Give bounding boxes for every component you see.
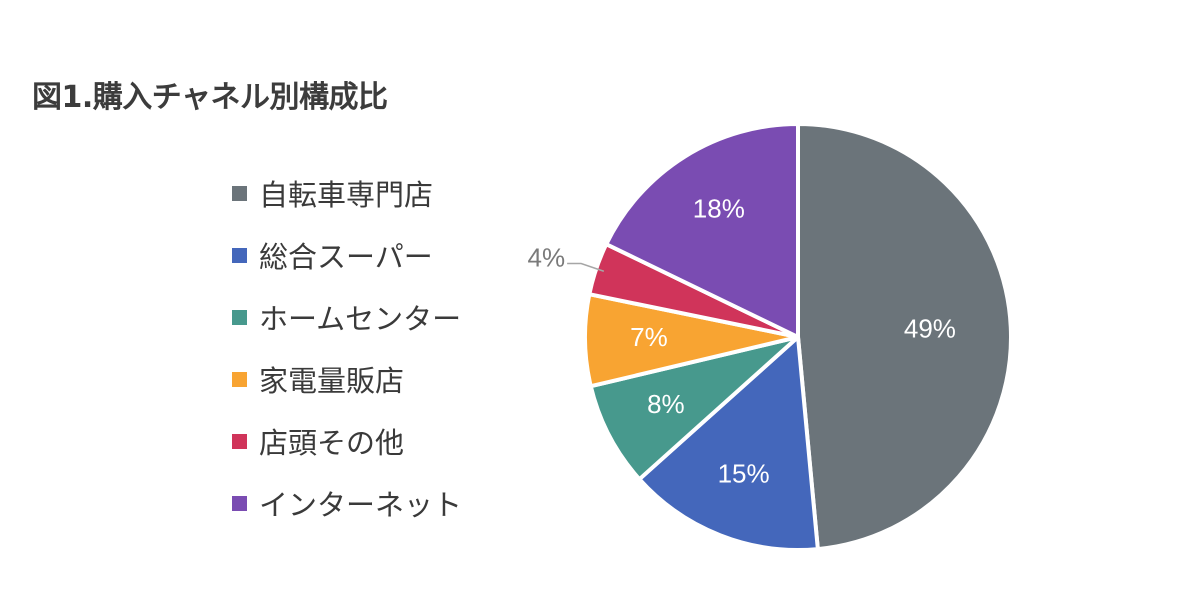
slice-data-label: 18% — [693, 194, 745, 224]
legend: 自転車専門店 総合スーパー ホームセンター 家電量販店 店頭その他 インターネッ… — [232, 162, 462, 534]
legend-label: 自転車専門店 — [259, 178, 434, 212]
legend-label: 総合スーパー — [259, 240, 433, 274]
legend-label: インターネット — [259, 488, 463, 522]
legend-swatch — [232, 371, 247, 387]
chart-title: 図1.購入チャネル別構成比 — [32, 80, 388, 115]
pie-slice — [588, 335, 800, 482]
slice-data-label: 49% — [904, 314, 956, 344]
legend-item-bicycle-shop: 自転車専門店 — [232, 162, 462, 224]
legend-label: 家電量販店 — [259, 364, 405, 398]
legend-swatch — [232, 247, 247, 263]
legend-item-electronics-store: 家電量販店 — [232, 348, 462, 410]
legend-item-supermarket: 総合スーパー — [232, 224, 462, 286]
slice-data-label: 7% — [630, 322, 668, 352]
legend-swatch — [232, 309, 247, 325]
legend-label: ホームセンター — [259, 302, 462, 336]
legend-item-store-other: 店頭その他 — [232, 410, 462, 472]
pie-slice — [637, 335, 820, 552]
slice-data-label: 15% — [718, 459, 770, 489]
slice-data-label: 8% — [647, 389, 685, 419]
slice-data-label: 4% — [528, 242, 566, 272]
legend-item-internet: インターネット — [232, 472, 462, 534]
legend-label: 店頭その他 — [259, 426, 405, 460]
legend-swatch — [232, 495, 247, 511]
legend-swatch — [232, 185, 247, 201]
legend-item-home-center: ホームセンター — [232, 286, 462, 348]
pie-slice — [604, 122, 800, 339]
pie-slice — [796, 122, 1013, 552]
leader-line — [567, 262, 605, 272]
legend-swatch — [232, 433, 247, 449]
